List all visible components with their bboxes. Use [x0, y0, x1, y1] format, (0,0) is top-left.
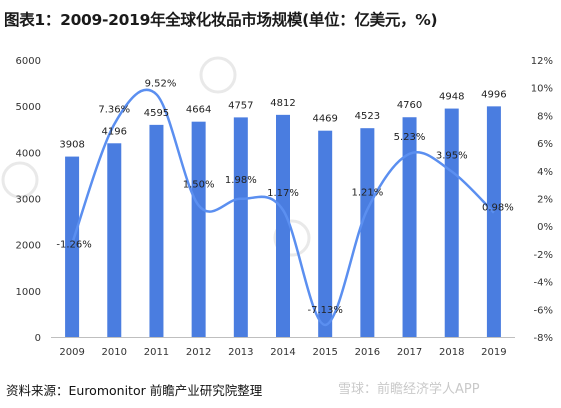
bar	[149, 124, 164, 337]
data-labels: 3908 4196 4595 4664 4757 4812 4469 4523 4760 4948…	[56, 78, 513, 316]
bar-value-label: 4595	[144, 108, 169, 119]
axes: 0 1000 2000 3000 4000 5000 6000 -8% -6% -4% -2% 0% 2…	[16, 56, 553, 358]
x-tick-label: 2015	[312, 347, 337, 358]
chart-title: 图表1：2009-2019年全球化妆品市场规模(单位：亿美元，%)	[4, 11, 438, 29]
y-right-tick-label: -2%	[534, 250, 553, 261]
bar	[318, 130, 333, 337]
y-left-tick-label: 4000	[16, 148, 41, 159]
bar-value-label: 4469	[312, 114, 337, 125]
growth-rate-label: -1.26%	[56, 240, 91, 251]
growth-line-path	[70, 88, 495, 327]
bar	[191, 121, 206, 337]
watermark-layer	[1, 56, 311, 257]
x-tick-label: 2012	[186, 347, 211, 358]
y-right-tick-label: -4%	[534, 278, 553, 289]
bar	[402, 117, 417, 337]
bar	[360, 128, 375, 337]
y-right-tick-label: 8%	[537, 111, 553, 122]
bar-value-label: 4523	[355, 111, 380, 122]
growth-rate-label: 1.21%	[351, 187, 383, 198]
x-tick-label: 2011	[144, 347, 169, 358]
bar	[444, 108, 459, 337]
x-tick-label: 2018	[439, 347, 464, 358]
source-note: 资料来源：Euromonitor 前瞻产业研究院整理	[6, 383, 263, 398]
bar	[65, 156, 80, 337]
y-right-tick-label: 0%	[537, 222, 553, 233]
y-left-tick-label: 0	[35, 333, 41, 344]
y-left-tick-label: 1000	[16, 287, 41, 298]
watermark-logo-icon	[273, 219, 311, 257]
y-right-tick-label: 4%	[537, 167, 553, 178]
bar-value-label: 4948	[439, 92, 464, 103]
bar-value-label: 4196	[102, 126, 127, 137]
x-tick-label: 2010	[102, 347, 127, 358]
growth-rate-label: 1.50%	[183, 179, 215, 190]
x-tick-label: 2017	[397, 347, 422, 358]
y-left-tick-label: 6000	[16, 56, 41, 67]
x-tick-label: 2013	[228, 347, 253, 358]
y-right-tick-label: 6%	[537, 139, 553, 150]
watermark-footer: 雪球：前瞻经济学人APP	[338, 382, 480, 397]
y-right-tick-label: 12%	[531, 56, 553, 67]
x-tick-label: 2016	[355, 347, 380, 358]
x-tick-label: 2019	[481, 347, 506, 358]
bar-value-label: 4996	[481, 89, 506, 100]
growth-rate-label: 5.23%	[394, 132, 426, 143]
bar	[107, 143, 122, 337]
bar-value-label: 4760	[397, 100, 422, 111]
growth-rate-label: 7.36%	[98, 104, 130, 115]
bar	[486, 106, 501, 337]
y-left-tick-label: 5000	[16, 102, 41, 113]
bar	[276, 114, 290, 337]
growth-rate-label: 3.95%	[436, 150, 468, 161]
x-tick-label: 2014	[270, 347, 295, 358]
growth-rate-label: 9.52%	[145, 78, 177, 89]
bar-value-label: 4664	[186, 105, 211, 116]
watermark-logo-icon	[199, 56, 237, 94]
growth-rate-label: -7.13%	[307, 305, 342, 316]
bar-value-label: 3908	[59, 140, 84, 151]
bar-value-label: 4757	[228, 100, 253, 111]
bars	[65, 106, 501, 338]
x-tick-label: 2009	[59, 347, 84, 358]
bar	[233, 117, 248, 338]
y-left-tick-label: 3000	[16, 195, 41, 206]
growth-rate-label: 1.98%	[225, 175, 257, 186]
y-left-tick-label: 2000	[16, 241, 41, 252]
y-right-tick-label: 2%	[537, 195, 553, 206]
y-right-tick-label: -8%	[534, 333, 553, 344]
growth-rate-label: 1.17%	[267, 188, 299, 199]
y-right-tick-label: 10%	[531, 84, 553, 95]
watermark-logo-icon	[1, 161, 39, 199]
y-right-tick-label: -6%	[534, 305, 553, 316]
bar-value-label: 4812	[270, 98, 295, 109]
growth-rate-label: 0.98%	[482, 203, 514, 214]
growth-line	[70, 88, 495, 327]
